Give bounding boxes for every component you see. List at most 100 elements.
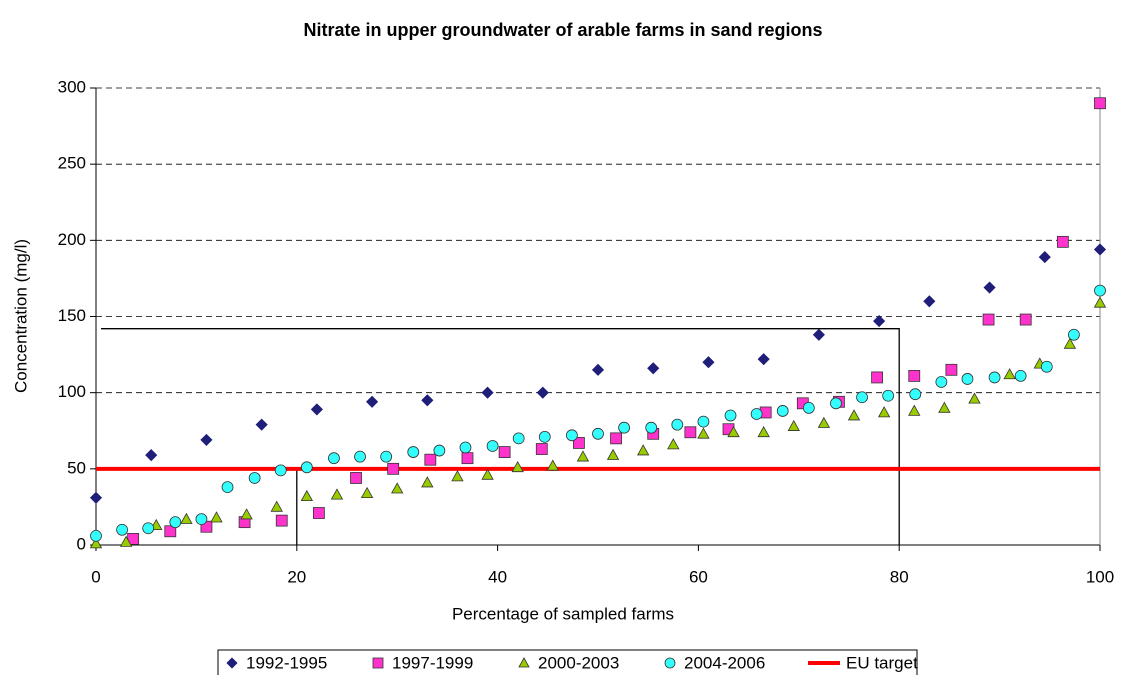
- point: [923, 295, 936, 308]
- point: [275, 514, 288, 527]
- point: [757, 425, 770, 438]
- point: [535, 443, 548, 455]
- point: [1038, 251, 1051, 264]
- point: [724, 409, 737, 422]
- legend-marker: [372, 657, 384, 669]
- point: [1040, 360, 1053, 373]
- point: [1003, 368, 1016, 380]
- point: [424, 453, 437, 466]
- point: [248, 472, 261, 484]
- point: [1067, 328, 1080, 341]
- point: [421, 476, 434, 488]
- point: [637, 444, 650, 456]
- y-tick-label: 250: [58, 154, 86, 173]
- point: [195, 513, 208, 526]
- point: [391, 482, 404, 494]
- point: [882, 389, 895, 402]
- point: [89, 491, 103, 504]
- point: [221, 481, 234, 494]
- y-tick-label: 50: [67, 458, 86, 477]
- y-tick-label: 150: [58, 306, 86, 325]
- point: [871, 371, 884, 384]
- chart-title: Nitrate in upper groundwater of arable f…: [303, 20, 822, 40]
- point: [830, 397, 842, 410]
- point: [856, 391, 868, 404]
- point: [1094, 284, 1106, 297]
- point: [142, 522, 155, 535]
- point: [908, 370, 921, 382]
- point: [421, 394, 434, 407]
- point: [546, 459, 559, 471]
- point: [90, 529, 102, 542]
- point: [180, 512, 193, 524]
- point: [330, 488, 344, 500]
- point: [380, 450, 393, 463]
- point: [1019, 313, 1032, 326]
- point: [982, 313, 995, 326]
- point: [877, 406, 891, 418]
- point: [486, 440, 499, 452]
- point: [310, 403, 323, 416]
- point: [538, 430, 551, 443]
- y-tick-label: 200: [58, 230, 86, 249]
- point: [697, 427, 710, 439]
- point: [592, 427, 604, 440]
- legend-marker: [226, 657, 238, 669]
- point: [461, 452, 474, 465]
- point: [671, 418, 684, 431]
- x-tick-label: 40: [488, 567, 507, 586]
- point: [350, 472, 362, 484]
- point: [328, 452, 340, 465]
- point: [776, 405, 789, 417]
- point: [757, 353, 770, 366]
- point: [459, 441, 472, 454]
- point: [697, 415, 710, 428]
- point: [360, 486, 374, 499]
- x-tick-label: 0: [91, 567, 100, 586]
- point: [565, 429, 578, 442]
- legend-label: 2000-2003: [538, 653, 619, 672]
- point: [164, 525, 177, 538]
- point: [1094, 97, 1106, 110]
- point: [817, 416, 831, 428]
- point: [935, 376, 948, 388]
- point: [847, 409, 861, 421]
- point: [983, 281, 996, 294]
- point: [210, 511, 223, 523]
- point: [512, 432, 525, 445]
- point: [433, 444, 446, 457]
- y-tick-label: 300: [58, 77, 86, 96]
- point: [407, 446, 420, 458]
- guide-line: [101, 328, 900, 545]
- x-axis-title: Percentage of sampled farms: [452, 604, 674, 623]
- point: [802, 401, 815, 414]
- y-tick-label: 100: [58, 382, 86, 401]
- point: [750, 408, 763, 420]
- point: [387, 462, 400, 475]
- point: [1014, 370, 1027, 382]
- point: [481, 386, 494, 399]
- point: [481, 468, 494, 480]
- point: [1093, 296, 1107, 308]
- point: [873, 315, 886, 328]
- point: [451, 470, 464, 482]
- point: [300, 461, 313, 474]
- point: [116, 523, 129, 536]
- legend-label: 1997-1999: [392, 653, 473, 672]
- point: [968, 392, 981, 404]
- point: [702, 356, 715, 369]
- legend-box: [217, 649, 918, 675]
- x-tick-label: 60: [689, 567, 708, 586]
- point: [787, 419, 800, 431]
- point: [684, 426, 697, 439]
- x-tick-label: 100: [1086, 567, 1114, 586]
- point: [667, 438, 680, 450]
- point: [573, 437, 585, 449]
- y-tick-label: 0: [77, 534, 86, 553]
- point: [270, 500, 283, 512]
- point: [909, 388, 922, 401]
- point: [606, 448, 620, 460]
- legend-label: EU target: [846, 653, 918, 672]
- point: [300, 489, 314, 502]
- x-tick-label: 80: [890, 567, 909, 586]
